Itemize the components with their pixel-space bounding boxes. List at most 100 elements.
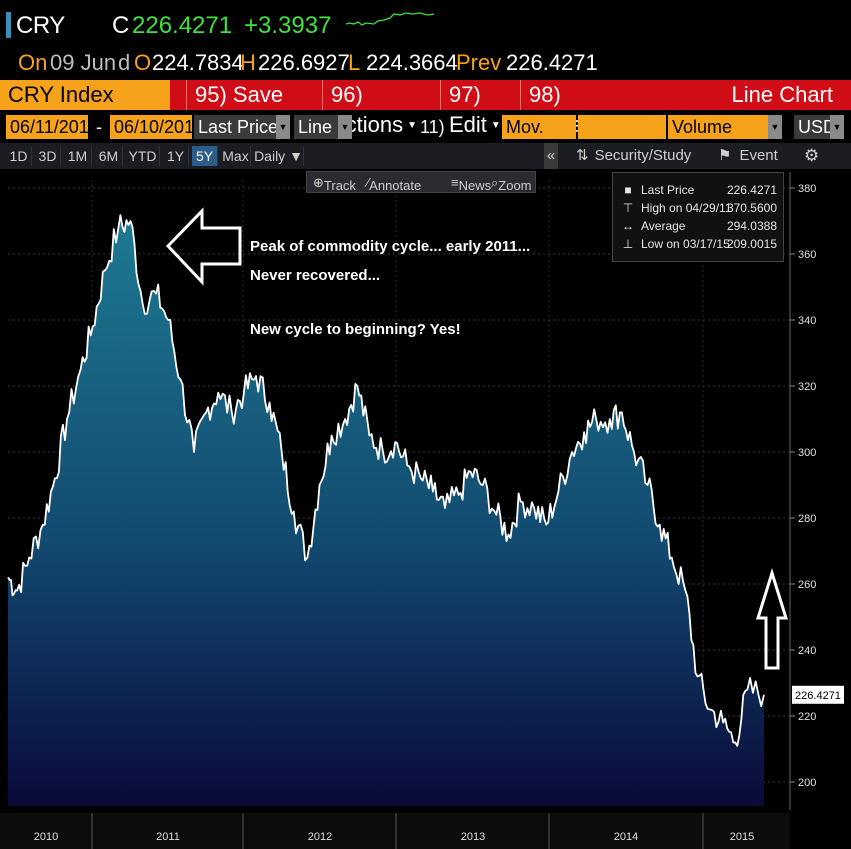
edit-menu[interactable]: 97) Edit ▼ <box>440 80 518 137</box>
flag-icon: ⚑ <box>718 147 732 164</box>
actions-menu[interactable]: 96) Actions ▼ <box>322 80 438 137</box>
range-button-6m[interactable]: 6M <box>95 146 123 166</box>
range-button-1m[interactable]: 1M <box>64 146 92 166</box>
y-tick-label: 380 <box>798 183 816 195</box>
save-as-button[interactable]: 95) Save As... <box>186 80 310 137</box>
range-button-max[interactable]: Max <box>221 146 251 166</box>
legend-high-label: High on 04/29/11 <box>641 201 732 215</box>
y-tick-label: 280 <box>798 513 816 525</box>
quote-date: 09 Jun <box>50 50 117 75</box>
x-tick-label: 2015 <box>730 831 754 843</box>
high-value: 226.6927 <box>258 50 350 75</box>
legend-average-value: 294.0388 <box>726 219 777 233</box>
data-point <box>457 493 460 496</box>
track-button[interactable]: ⊕ Track <box>313 175 356 193</box>
field-select[interactable]: Last Price ▼ <box>194 115 290 139</box>
gear-icon[interactable]: ⚙ <box>804 146 820 165</box>
high-marker-icon: ⊤ <box>622 201 634 215</box>
data-point <box>41 523 44 526</box>
data-point <box>533 507 536 510</box>
range-button-1y[interactable]: 1Y <box>163 146 189 166</box>
annotation-line-1: Peak of commodity cycle... early 2011... <box>250 238 530 255</box>
x-tick-label: 2013 <box>461 831 485 843</box>
track-label: Track <box>323 178 356 193</box>
legend-last-price-label: Last Price <box>641 183 695 197</box>
x-tick-label: 2011 <box>156 831 180 843</box>
data-point <box>292 510 295 513</box>
range-button-1d[interactable]: 1D <box>6 146 32 166</box>
news-button[interactable]: ≡ News <box>451 175 492 193</box>
security-study-button[interactable]: ⇅ Security/Study <box>576 143 691 169</box>
high-label: H <box>240 50 256 75</box>
data-point <box>658 523 661 526</box>
y-tick-label: 300 <box>798 447 816 459</box>
x-tick-label: 2014 <box>614 831 638 843</box>
price-line[interactable] <box>7 214 765 747</box>
change-value: +3.3937 <box>244 12 332 39</box>
data-point <box>746 688 749 691</box>
data-point <box>557 490 560 493</box>
data-point <box>91 325 94 328</box>
price-area <box>8 215 764 807</box>
data-point <box>16 589 19 592</box>
mov-avgs-input[interactable] <box>578 115 666 139</box>
legend-high: ⊤ High on 04/29/11 370.5600 <box>619 201 783 219</box>
end-date-field[interactable]: 06/10/2015 <box>110 115 204 139</box>
table-button[interactable]: 98) Table <box>520 80 610 137</box>
data-point <box>632 451 635 454</box>
style-select[interactable]: Line ▼ <box>294 115 352 139</box>
y-tick-label: 320 <box>798 381 816 393</box>
chart-area[interactable]: 200 220 240 260 280 300 320 340 360 380 226.4271 2… <box>0 170 851 849</box>
quote-header: CRY C 226.4271 +3.3937 <box>0 0 851 46</box>
volume-label: Volume <box>672 117 733 137</box>
on-label: On <box>18 50 48 75</box>
compare-button[interactable]: 11) Compare <box>420 117 494 161</box>
collapse-button[interactable]: « <box>544 143 558 169</box>
event-button[interactable]: ⚑ Event <box>718 143 778 169</box>
price-chart[interactable]: 200 220 240 260 280 300 320 340 360 380 226.4271 2… <box>0 170 851 849</box>
mov-avgs-field[interactable]: Mov. Avgs <box>502 115 576 161</box>
range-button-ytd[interactable]: YTD <box>126 146 160 166</box>
zoom-button[interactable]: ⌕ Zoom <box>491 175 532 193</box>
data-point <box>595 418 598 421</box>
data-point <box>28 556 31 559</box>
dropdown-arrow-icon: ▼ <box>768 115 782 139</box>
y-tick-label: 260 <box>798 579 816 591</box>
range-bar: 1D 3D 1M 6M YTD 1Y 5Y Max Daily ▼ « ⇅ Security/St… <box>0 143 851 169</box>
ticker-symbol[interactable]: CRY <box>16 12 65 39</box>
data-point <box>356 385 359 388</box>
data-point <box>192 451 195 454</box>
legend-last-price-value: 226.4271 <box>726 183 777 197</box>
annotate-label: Annotate <box>369 178 422 193</box>
annotate-button[interactable]: ∕ Annotate <box>367 175 422 193</box>
y-tick-label: 240 <box>798 645 816 657</box>
ticker-marker <box>6 12 11 38</box>
data-point <box>570 451 573 454</box>
data-point <box>519 500 522 503</box>
style-select-label: Line <box>298 117 333 137</box>
data-point <box>368 434 371 437</box>
security-field[interactable]: CRY Index <box>0 80 170 110</box>
data-point <box>419 477 422 480</box>
data-point <box>155 292 158 295</box>
range-button-3d[interactable]: 3D <box>35 146 61 166</box>
data-point <box>406 464 409 467</box>
range-button-5y[interactable]: 5Y <box>192 146 218 166</box>
legend-low-label: Low on 03/17/15 <box>641 237 730 251</box>
range-button-daily[interactable]: Daily ▼ <box>254 146 304 166</box>
currency-select[interactable]: USD ▼ <box>794 115 844 139</box>
left-arrow-icon <box>165 207 242 286</box>
intraday-sparkline <box>345 12 435 26</box>
start-date-field[interactable]: 06/11/2010 <box>6 115 99 139</box>
date-range-dash: - <box>96 117 102 137</box>
annotation-line-2: Never recovered... <box>250 267 380 284</box>
data-point <box>268 401 271 404</box>
legend-low: ⊥ Low on 03/17/15 209.0015 <box>619 237 783 255</box>
legend-last-price[interactable]: ■ Last Price 226.4271 <box>619 183 783 201</box>
up-arrow-icon <box>755 567 789 670</box>
data-point <box>469 470 472 473</box>
open-value: 224.7834 <box>152 50 244 75</box>
square-icon: ■ <box>624 183 632 197</box>
volume-select[interactable]: Volume ▼ <box>668 115 782 139</box>
y-tick-label: 360 <box>798 249 816 261</box>
